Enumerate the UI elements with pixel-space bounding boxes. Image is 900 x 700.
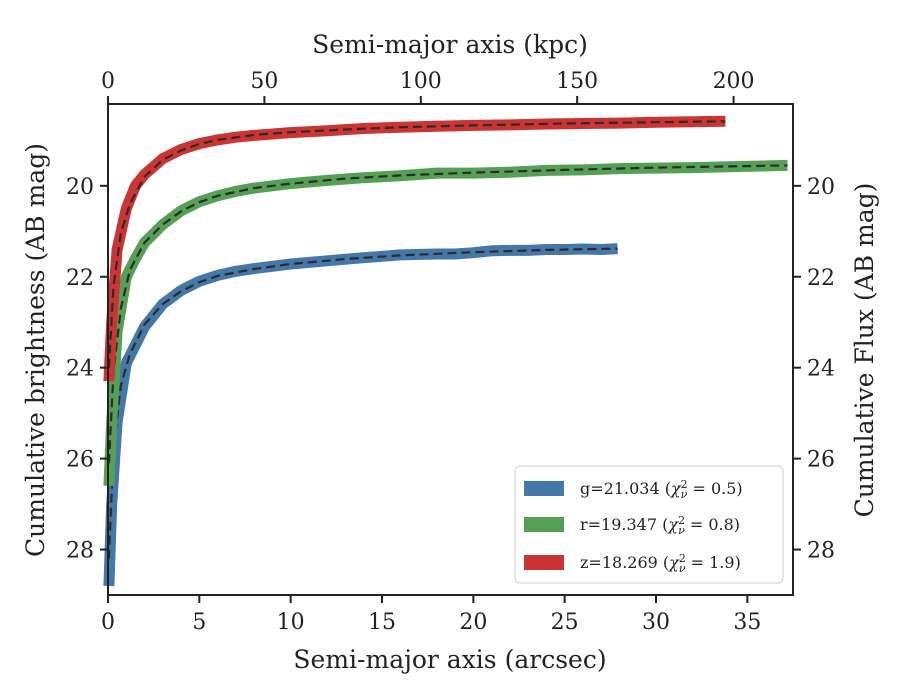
x-tick-label-30: 30 — [642, 610, 670, 635]
top-x-tick-label-100: 100 — [400, 69, 442, 94]
legend-swatch-r — [524, 517, 564, 532]
legend-swatch-z — [524, 555, 564, 570]
right-y-tick-label-28: 28 — [807, 539, 835, 564]
right-y-axis-label: Cumulative Flux (AB mag) — [850, 183, 879, 518]
x-tick-label-0: 0 — [101, 610, 115, 635]
series-fit-0 — [107, 247, 618, 559]
top-x-tick-label-200: 200 — [713, 69, 755, 94]
series-layer — [103, 115, 788, 587]
top-x-axis-label: Semi-major axis (kpc) — [312, 30, 588, 59]
plot-frame — [107, 103, 794, 596]
top-x-tick-label-0: 0 — [101, 69, 115, 94]
legend-frame — [514, 465, 784, 584]
axes-layer: 0 5 10 15 20 25 30 35 0 50 100 150 200 20 20 22 22 24 24 26… — [66, 69, 835, 635]
series-band-1 — [103, 159, 788, 487]
y-tick-label-20: 20 — [66, 175, 94, 200]
right-y-tick-label-26: 26 — [807, 448, 835, 473]
x-tick-label-15: 15 — [368, 610, 396, 635]
y-tick-label-26: 26 — [66, 448, 94, 473]
x-tick-label-20: 20 — [459, 610, 487, 635]
x-tick-label-35: 35 — [733, 610, 761, 635]
series-fit-2 — [107, 120, 726, 368]
x-axis-label: Semi-major axis (arcsec) — [293, 645, 606, 674]
series-fit-1 — [107, 164, 788, 464]
right-y-tick-label-22: 22 — [807, 266, 835, 291]
right-y-tick-label-20: 20 — [807, 175, 835, 200]
legend-entry-z: z=18.269 (χ2 ν = 1.9) — [580, 552, 741, 575]
top-x-tick-label-150: 150 — [556, 69, 598, 94]
legend-swatch-g — [524, 481, 564, 496]
y-tick-label-28: 28 — [66, 539, 94, 564]
x-tick-label-10: 10 — [277, 610, 305, 635]
legend-entry-r: r=19.347 (χ2 ν = 0.8) — [580, 514, 740, 537]
x-tick-label-5: 5 — [192, 610, 206, 635]
legend: g=21.034 (χ2 ν = 0.5) r=19.347 (χ2 ν = 0.8… — [514, 465, 784, 584]
y-tick-label-22: 22 — [66, 266, 94, 291]
top-x-tick-label-50: 50 — [250, 69, 278, 94]
right-y-tick-label-24: 24 — [807, 357, 835, 382]
y-tick-label-24: 24 — [66, 357, 94, 382]
y-axis-label: Cumulative brightness (AB mag) — [21, 143, 50, 557]
legend-entry-g: g=21.034 (χ2 ν = 0.5) — [580, 478, 743, 501]
x-tick-label-25: 25 — [551, 610, 579, 635]
